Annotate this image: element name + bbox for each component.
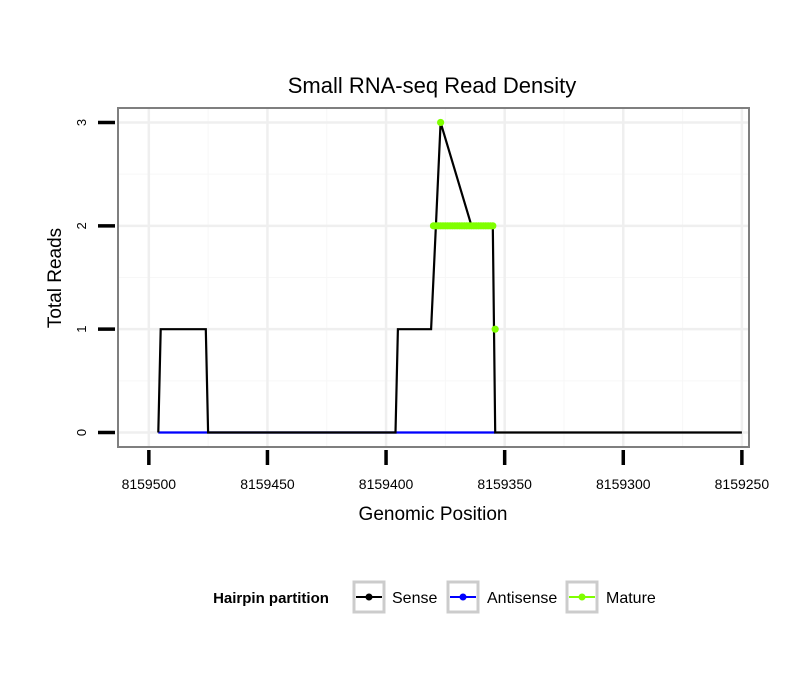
y-tick-label: 3 (74, 119, 89, 126)
legend-item-sense: Sense (352, 580, 437, 614)
legend-label-sense: Sense (392, 590, 437, 607)
x-tick-label: 8159350 (477, 476, 532, 492)
axes-layer: 8159500 8159450 8159400 8159350 8159300 81592… (74, 119, 769, 492)
y-axis-title: Total Reads (45, 228, 66, 328)
legend-point-mature (578, 593, 586, 601)
x-tick-label: 8159300 (596, 476, 651, 492)
data-point-mature (491, 325, 499, 333)
legend-label-mature: Mature (606, 590, 656, 607)
legend-title: Hairpin partition (213, 590, 329, 607)
x-tick-label: 8159450 (240, 476, 295, 492)
legend-item-mature: Mature (565, 580, 656, 614)
data-point-mature (489, 222, 497, 230)
data-point-mature (437, 118, 445, 127)
legend-point-sense (365, 593, 373, 601)
y-tick-label: 1 (74, 326, 89, 333)
x-tick-label: 8159250 (715, 476, 770, 492)
legend: Hairpin partition Sense Antisense Mature (213, 580, 656, 614)
legend-label-antisense: Antisense (487, 590, 557, 607)
panel-border (117, 107, 750, 448)
x-tick-label: 8159500 (122, 476, 177, 492)
legend-item-antisense: Antisense (446, 580, 557, 614)
chart-title: Small RNA-seq Read Density (288, 73, 577, 98)
x-tick-label: 8159400 (359, 476, 414, 492)
y-tick-label: 0 (74, 429, 89, 436)
legend-point-antisense (459, 593, 467, 601)
x-axis-title: Genomic Position (359, 504, 508, 525)
series-layer (157, 118, 742, 434)
y-tick-label: 2 (74, 222, 89, 229)
